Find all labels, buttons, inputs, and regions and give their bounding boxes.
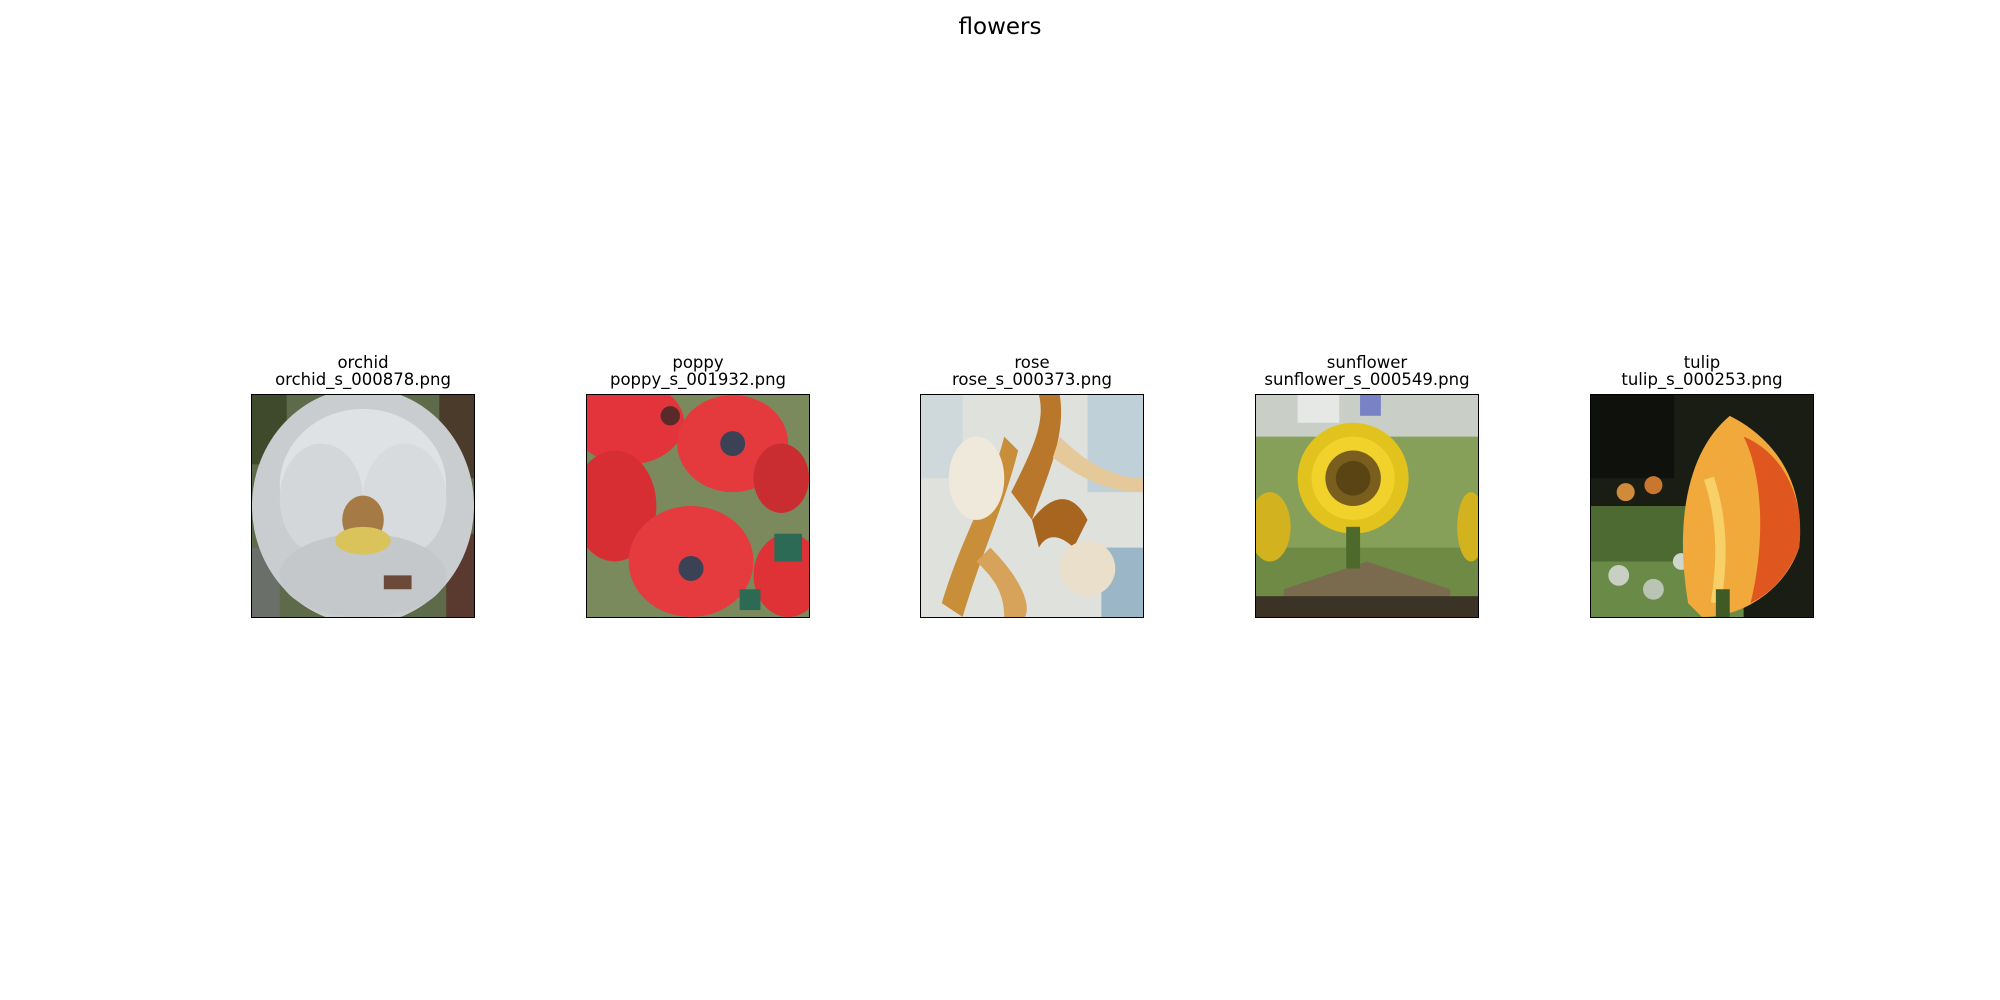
image-panel-orchid: orchid orchid_s_000878.png — [251, 354, 475, 618]
class-label: sunflower — [1326, 353, 1408, 372]
class-label: rose — [1014, 353, 1050, 372]
panel-caption: sunflower sunflower_s_000549.png — [1255, 354, 1479, 394]
panel-caption: rose rose_s_000373.png — [920, 354, 1144, 394]
panel-caption: poppy poppy_s_001932.png — [586, 354, 810, 394]
image-panel-sunflower: sunflower sunflower_s_000549.png — [1255, 354, 1479, 618]
filename-label: tulip_s_000253.png — [1621, 370, 1783, 389]
class-label: tulip — [1683, 353, 1721, 372]
image-panel-poppy: poppy poppy_s_001932.png — [586, 354, 810, 618]
image-panel-rose: rose rose_s_000373.png — [920, 354, 1144, 618]
sunflower-image — [1255, 394, 1479, 618]
filename-label: poppy_s_001932.png — [609, 370, 786, 389]
class-label: poppy — [672, 353, 724, 372]
filename-label: orchid_s_000878.png — [275, 370, 451, 389]
class-label: orchid — [337, 353, 389, 372]
panel-caption: tulip tulip_s_000253.png — [1590, 354, 1814, 394]
tulip-image — [1590, 394, 1814, 618]
poppy-image — [586, 394, 810, 618]
figure-title: flowers — [958, 14, 1042, 40]
filename-label: rose_s_000373.png — [952, 370, 1112, 389]
filename-label: sunflower_s_000549.png — [1264, 370, 1470, 389]
image-panel-tulip: tulip tulip_s_000253.png — [1590, 354, 1814, 618]
rose-image — [920, 394, 1144, 618]
orchid-image — [251, 394, 475, 618]
panel-caption: orchid orchid_s_000878.png — [251, 354, 475, 394]
